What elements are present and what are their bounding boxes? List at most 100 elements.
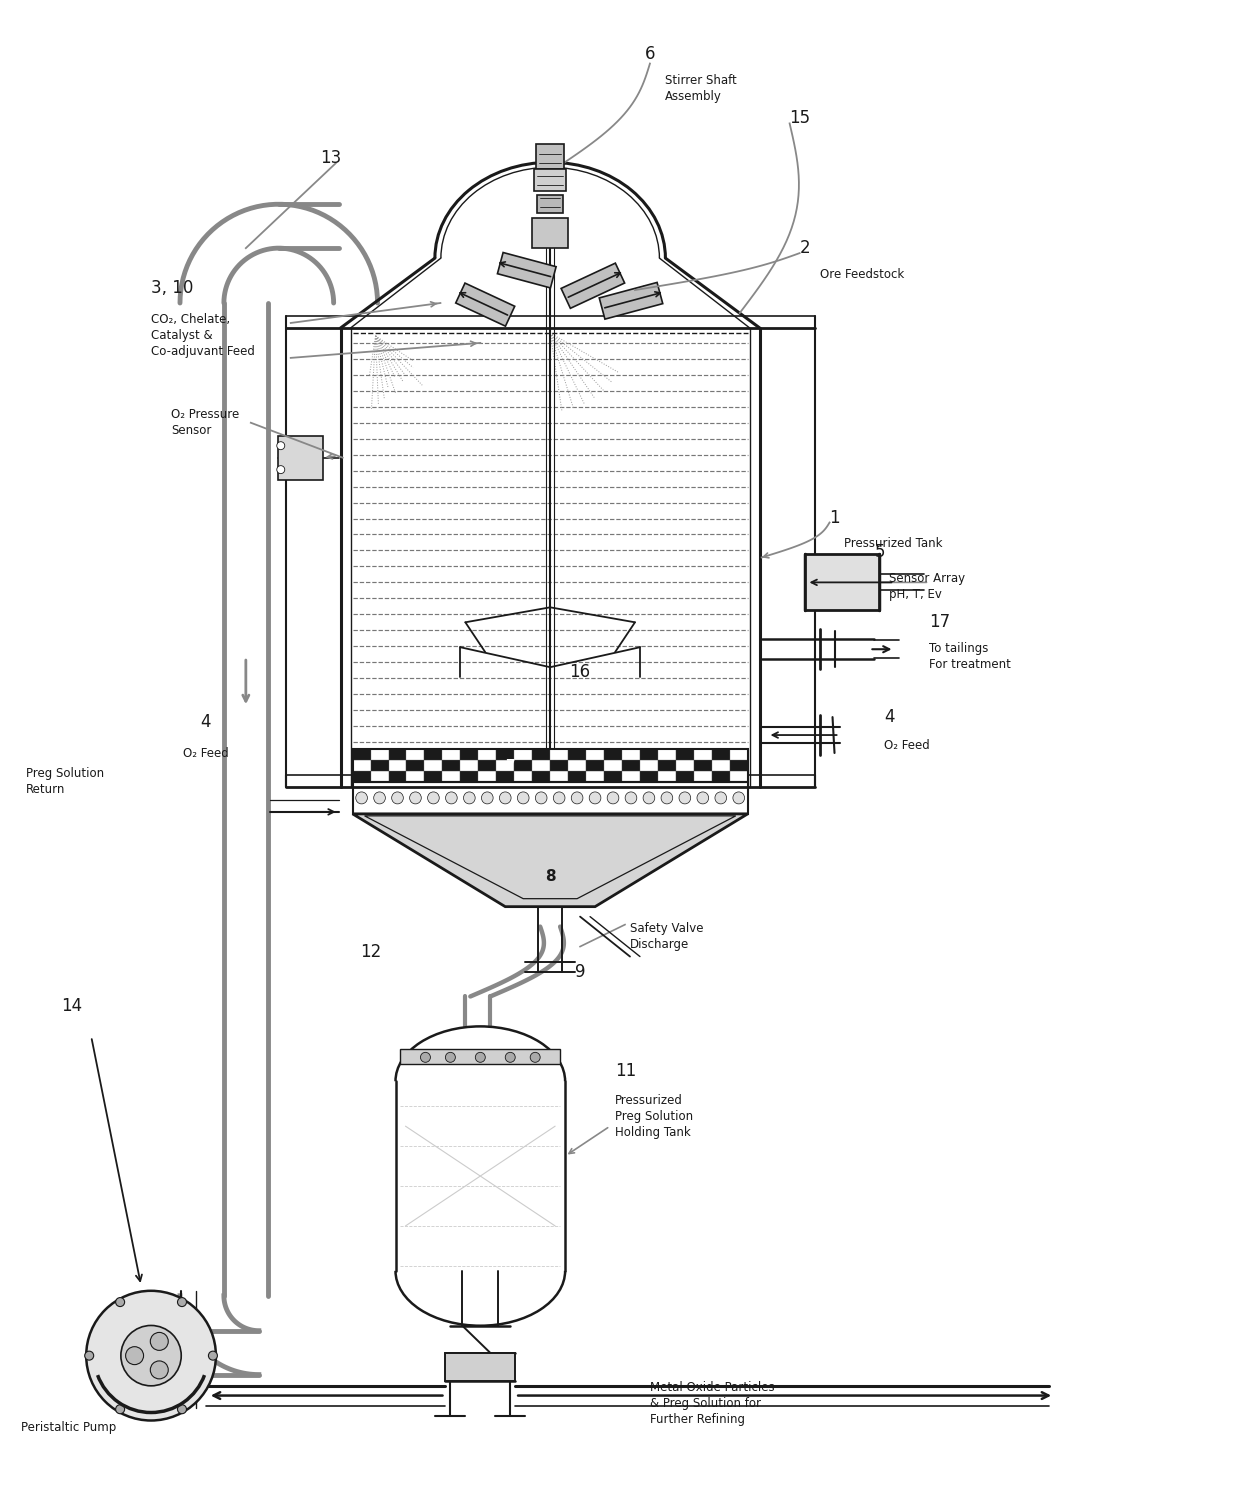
Polygon shape [352,814,748,907]
Bar [587,772,604,782]
Bar [352,749,371,760]
Bar [479,760,496,772]
Bar [712,749,730,760]
Bar [712,760,730,772]
Circle shape [150,1361,169,1379]
Bar [515,772,532,782]
Bar [658,760,676,772]
Text: 1: 1 [830,508,841,526]
Bar [401,1049,560,1064]
Bar [622,760,640,772]
Text: 4: 4 [884,708,895,726]
Text: 12: 12 [361,942,382,960]
Text: Sensor Array
pH, T, Ev: Sensor Array pH, T, Ev [889,573,966,601]
Ellipse shape [553,791,565,803]
Ellipse shape [517,791,529,803]
Bar [622,749,640,760]
Polygon shape [562,264,625,309]
Circle shape [177,1405,186,1414]
Text: 13: 13 [320,149,341,167]
Circle shape [208,1352,217,1361]
Bar [407,749,424,760]
Bar [496,772,515,782]
Bar [694,772,712,782]
Bar [676,772,694,782]
Bar [388,772,407,782]
Polygon shape [497,253,556,288]
Ellipse shape [356,791,367,803]
Ellipse shape [481,791,494,803]
Text: 16: 16 [569,663,590,681]
Circle shape [120,1326,181,1386]
Bar [443,760,460,772]
Ellipse shape [409,791,422,803]
Bar [730,749,748,760]
Ellipse shape [733,791,744,803]
Text: 15: 15 [790,110,811,128]
Bar [460,772,479,782]
Circle shape [115,1405,124,1414]
Circle shape [125,1347,144,1365]
Bar [640,772,658,782]
Ellipse shape [572,791,583,803]
Polygon shape [599,282,662,319]
Ellipse shape [625,791,637,803]
Text: 3, 10: 3, 10 [151,279,193,297]
Bar [371,760,388,772]
Text: Peristaltic Pump: Peristaltic Pump [21,1421,117,1433]
Bar [604,760,622,772]
Text: 2: 2 [800,240,810,258]
Bar [730,772,748,782]
Text: Stirrer Shaft
Assembly: Stirrer Shaft Assembly [665,74,737,102]
Bar [622,772,640,782]
Text: 14: 14 [61,998,82,1016]
Text: 5: 5 [874,544,885,562]
Bar [568,760,587,772]
Bar [694,760,712,772]
Bar [658,749,676,760]
Ellipse shape [715,791,727,803]
Text: Pressurized
Preg Solution
Holding Tank: Pressurized Preg Solution Holding Tank [615,1094,693,1139]
Text: Metal Oxide Particles
& Preg Solution for
Further Refining: Metal Oxide Particles & Preg Solution fo… [650,1380,775,1426]
Text: Pressurized Tank: Pressurized Tank [844,538,942,550]
Bar [388,749,407,760]
Bar [551,772,568,782]
Bar [551,749,568,760]
Bar [534,169,567,191]
Circle shape [531,1052,541,1062]
Bar [532,772,551,782]
Text: 4: 4 [201,713,211,731]
Ellipse shape [608,791,619,803]
Bar [443,772,460,782]
Bar [712,772,730,782]
Bar [278,436,322,479]
Circle shape [475,1052,485,1062]
Bar [805,555,879,610]
Ellipse shape [445,791,458,803]
Bar [424,760,443,772]
Bar [424,749,443,760]
Text: CO₂, Chelate,
Catalyst &
Co-adjuvant Feed: CO₂, Chelate, Catalyst & Co-adjuvant Fee… [151,313,255,359]
Bar [658,772,676,782]
Bar [424,772,443,782]
Bar [536,143,564,169]
Bar [496,749,515,760]
Bar [515,749,532,760]
Bar [371,772,388,782]
Circle shape [87,1291,216,1421]
Text: 17: 17 [929,613,950,631]
Bar [551,760,568,772]
Bar [694,749,712,760]
Bar [515,760,532,772]
Bar [532,760,551,772]
Text: 11: 11 [615,1062,636,1081]
Bar [587,760,604,772]
Bar [604,749,622,760]
Bar [352,749,748,782]
Ellipse shape [500,791,511,803]
Bar [568,772,587,782]
Bar [587,749,604,760]
Bar [537,194,563,212]
Circle shape [277,466,285,473]
Ellipse shape [536,791,547,803]
